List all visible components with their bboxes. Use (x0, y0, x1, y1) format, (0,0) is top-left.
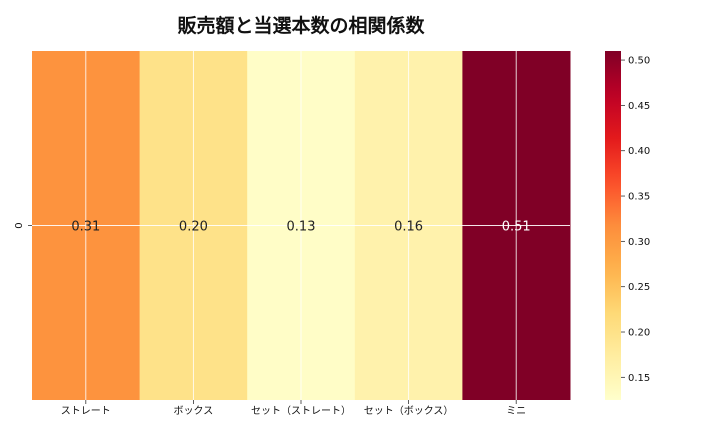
chart-title: 販売額と当選本数の相関係数 (177, 14, 425, 37)
cell-value-label: 0.51 (502, 220, 531, 235)
colorbar-tick-label: 0.15 (628, 373, 650, 384)
x-tick-label: ストレート (61, 406, 111, 417)
y-tick-label: 0 (14, 222, 25, 228)
colorbar-tick-label: 0.30 (628, 237, 650, 248)
cell-value-label: 0.16 (394, 220, 423, 235)
colorbar-tick-label: 0.20 (628, 328, 650, 339)
colorbar-tick-label: 0.40 (628, 146, 650, 157)
cell-value-label: 0.31 (71, 220, 100, 235)
colorbar-gradient (605, 51, 621, 400)
grid-lines (32, 51, 570, 400)
x-tick-label: ミニ (506, 406, 526, 417)
x-tick-label: ボックス (174, 405, 214, 417)
x-tick-label: セット（ストレート） (251, 405, 351, 417)
cell-value-label: 0.13 (287, 220, 316, 235)
x-axis-ticks: ストレート ボックス セット（ストレート） セット（ボックス） ミニ (61, 400, 526, 417)
colorbar: 0.15 0.20 0.25 0.30 0.35 0.40 0.45 0.50 (605, 51, 650, 400)
x-tick-label: セット（ボックス） (364, 405, 454, 417)
cell-value-labels: 0.31 0.20 0.13 0.16 0.51 (71, 220, 530, 235)
colorbar-tick-label: 0.50 (628, 56, 650, 67)
colorbar-tick-label: 0.25 (628, 282, 650, 293)
colorbar-tick-label: 0.35 (628, 192, 650, 203)
colorbar-tick-label: 0.45 (628, 101, 650, 112)
y-axis-ticks: 0 (14, 222, 32, 229)
cell-value-label: 0.20 (179, 220, 208, 235)
